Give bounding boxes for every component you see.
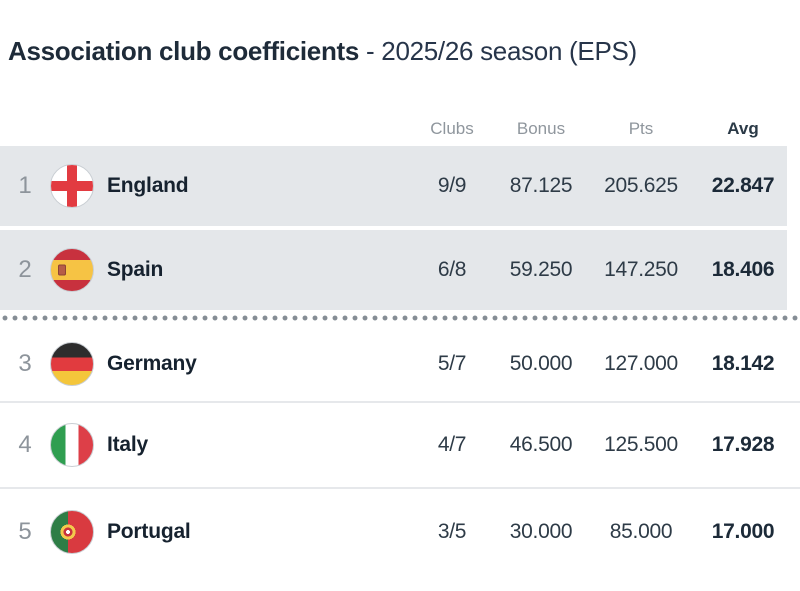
- clubs-value: 9/9: [437, 174, 467, 197]
- country-name: Italy: [107, 433, 149, 456]
- table-row-italy[interactable]: 4 Italy 4/7 46.500 125.500 17.928: [0, 403, 800, 489]
- avg-value: 22.847: [711, 174, 775, 197]
- clubs-value: 5/7: [437, 352, 467, 375]
- bonus-value: 87.125: [509, 174, 573, 197]
- country-name: Germany: [107, 352, 197, 375]
- country-name: England: [107, 174, 189, 197]
- clubs-value: 3/5: [437, 520, 467, 543]
- table-row-spain[interactable]: 2 Spain 6/8 59.250 147.250 18.406: [0, 230, 800, 310]
- page-title-season: - 2025/26 season (EPS): [366, 36, 637, 66]
- qualification-cutoff-separator: [0, 315, 800, 321]
- clubs-value: 4/7: [437, 433, 467, 456]
- rank-number: 4: [18, 431, 32, 458]
- table-header: Clubs Bonus Pts Avg: [0, 112, 800, 146]
- avg-value: 18.406: [711, 258, 775, 281]
- table-row-germany[interactable]: 3 Germany 5/7 50.000 127.000 18.142: [0, 327, 800, 403]
- country-name: Spain: [107, 258, 164, 281]
- clubs-value: 6/8: [437, 258, 467, 281]
- pts-value: 147.250: [604, 258, 678, 281]
- avg-value: 17.928: [711, 433, 775, 456]
- italy-flag-icon: [50, 423, 94, 467]
- bonus-value: 50.000: [509, 352, 573, 375]
- rank-number: 5: [18, 518, 32, 545]
- pts-value: 85.000: [609, 520, 673, 543]
- pts-value: 125.500: [604, 433, 678, 456]
- rank-number: 1: [18, 172, 32, 199]
- column-header-pts: Pts: [628, 119, 654, 138]
- england-flag-icon: [50, 164, 94, 208]
- table-row-england[interactable]: 1 England 9/9 87.125 205.625 22.847: [0, 146, 800, 226]
- avg-value: 18.142: [711, 352, 775, 375]
- avg-value: 17.000: [711, 520, 775, 543]
- association-coefficients-page: Association club coefficients - 2025/26 …: [0, 36, 800, 591]
- germany-flag-icon: [50, 342, 94, 386]
- spain-flag-icon: [50, 248, 94, 292]
- table-row-portugal[interactable]: 5 Portugal 3/5 30.000 85.000 17.000: [0, 489, 800, 575]
- country-name: Portugal: [107, 520, 191, 543]
- column-header-clubs: Clubs: [430, 119, 474, 138]
- rank-number: 2: [18, 256, 32, 283]
- rank-number: 3: [18, 350, 32, 377]
- page-title-main: Association club coefficients: [8, 36, 360, 66]
- pts-value: 205.625: [604, 174, 678, 197]
- column-header-avg: Avg: [727, 119, 759, 138]
- bonus-value: 30.000: [509, 520, 573, 543]
- bonus-value: 46.500: [509, 433, 573, 456]
- bonus-value: 59.250: [509, 258, 573, 281]
- portugal-flag-icon: [50, 510, 94, 554]
- pts-value: 127.000: [604, 352, 678, 375]
- page-title: Association club coefficients - 2025/26 …: [8, 36, 800, 66]
- column-header-bonus: Bonus: [516, 119, 566, 138]
